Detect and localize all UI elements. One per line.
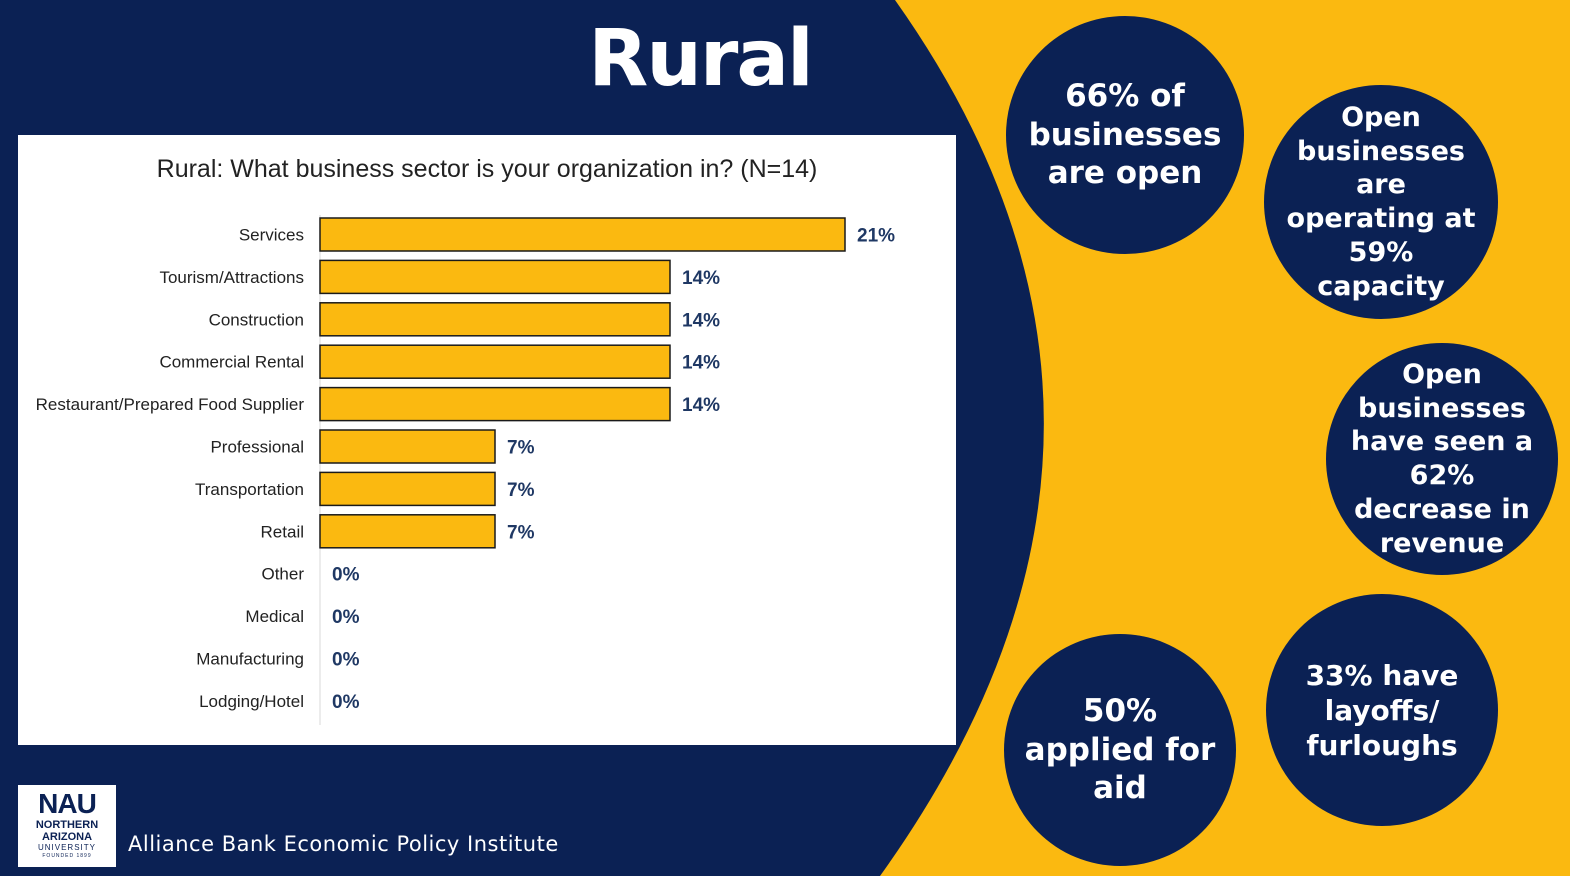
value-label: 21% bbox=[857, 226, 895, 247]
logo-line-3: UNIVERSITY bbox=[37, 843, 96, 852]
value-label: 14% bbox=[682, 395, 720, 416]
category-label: Other bbox=[261, 565, 304, 584]
page-title: Rural bbox=[588, 14, 813, 104]
value-label: 7% bbox=[507, 438, 535, 459]
category-label: Construction bbox=[209, 310, 304, 329]
bar bbox=[319, 386, 671, 422]
category-label: Professional bbox=[210, 438, 304, 457]
value-label: 0% bbox=[332, 692, 360, 713]
value-label: 0% bbox=[332, 565, 360, 586]
value-label: 0% bbox=[332, 607, 360, 628]
category-label: Retail bbox=[261, 522, 304, 541]
category-label: Lodging/Hotel bbox=[199, 692, 304, 711]
category-label: Medical bbox=[245, 607, 304, 626]
category-label: Services bbox=[239, 226, 304, 245]
stat-circle-open: 66% of businesses are open bbox=[1006, 16, 1244, 254]
logo-founded: FOUNDED 1899 bbox=[42, 853, 92, 859]
value-label: 7% bbox=[507, 480, 535, 501]
logo-mark: NAU bbox=[38, 788, 97, 819]
institute-name: Alliance Bank Economic Policy Institute bbox=[128, 832, 559, 856]
category-label: Commercial Rental bbox=[159, 353, 304, 372]
chart-panel: Rural: What business sector is your orga… bbox=[18, 135, 956, 745]
bar bbox=[319, 471, 496, 507]
value-label: 0% bbox=[332, 650, 360, 671]
stat-circle-layoffs: 33% have layoffs/ furloughs bbox=[1266, 594, 1498, 826]
bar bbox=[319, 514, 496, 549]
category-label: Tourism/Attractions bbox=[159, 268, 304, 287]
value-label: 7% bbox=[507, 522, 535, 543]
nau-logo: NAU NORTHERN ARIZONA UNIVERSITY FOUNDED … bbox=[18, 785, 116, 867]
category-label: Manufacturing bbox=[196, 650, 304, 669]
bar bbox=[319, 344, 671, 379]
bar bbox=[319, 429, 496, 464]
value-label: 14% bbox=[682, 310, 720, 331]
bar bbox=[319, 259, 671, 295]
bar-chart: Services 21% Tourism/Attractions 14% Constru… bbox=[36, 215, 895, 725]
logo-line-1: NORTHERN bbox=[35, 819, 99, 831]
bar bbox=[319, 302, 671, 337]
chart-title: Rural: What business sector is your orga… bbox=[156, 155, 818, 183]
value-label: 14% bbox=[682, 268, 720, 289]
stat-circle-aid: 50% applied for aid bbox=[1004, 634, 1236, 866]
value-label: 14% bbox=[682, 353, 720, 374]
bar bbox=[319, 217, 846, 252]
category-label: Transportation bbox=[195, 480, 304, 499]
stat-circle-capacity: Open businesses are operating at 59% cap… bbox=[1264, 85, 1498, 319]
logo-line-2: ARIZONA bbox=[41, 831, 93, 843]
stat-circle-revenue: Open businesses have seen a 62% decrease… bbox=[1326, 343, 1558, 575]
category-label: Restaurant/Prepared Food Supplier bbox=[36, 395, 305, 414]
